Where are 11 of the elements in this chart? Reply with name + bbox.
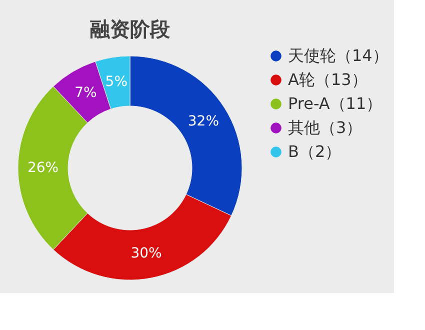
data-label: 32% — [188, 113, 220, 130]
data-label: 5% — [105, 74, 128, 90]
data-label: 26% — [27, 160, 59, 176]
chart-title: 融资阶段 — [90, 17, 171, 41]
legend-label: A轮（13） — [288, 70, 368, 89]
legend-label: 其他（3） — [288, 118, 362, 137]
legend-label: B（2） — [288, 142, 342, 161]
legend-label: 天使轮（14） — [288, 46, 388, 65]
data-label: 7% — [74, 85, 97, 102]
legend-label: Pre-A（11） — [288, 94, 382, 113]
data-label: 30% — [130, 245, 162, 262]
